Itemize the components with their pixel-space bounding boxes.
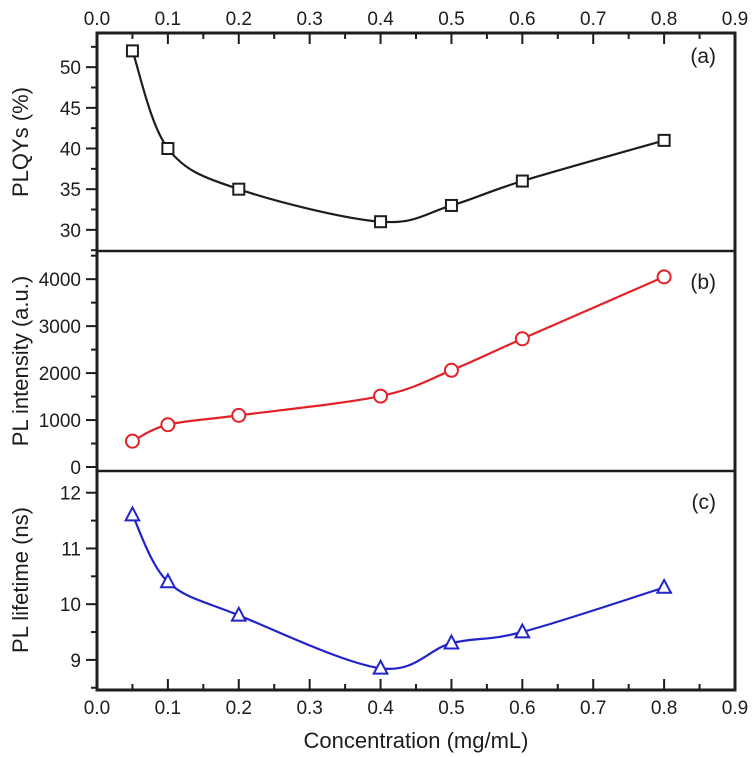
data-point-square bbox=[515, 174, 529, 188]
data-point-triangle bbox=[655, 577, 673, 594]
x-tick-label-bottom: 0.7 bbox=[580, 698, 606, 719]
y-axis-title-c: PL lifetime (ns) bbox=[8, 507, 33, 653]
data-point-triangle bbox=[372, 658, 390, 675]
x-tick-label-top: 0.7 bbox=[580, 9, 606, 30]
outer-frame bbox=[95, 31, 737, 692]
x-tick-label-top: 0.0 bbox=[84, 9, 110, 30]
data-point-square bbox=[161, 142, 175, 156]
x-axis-title: Concentration (mg/mL) bbox=[304, 728, 529, 753]
data-point-triangle bbox=[513, 622, 531, 639]
data-point-square bbox=[374, 215, 388, 229]
y-tick-label: 4000 bbox=[39, 270, 81, 291]
data-point-square bbox=[232, 182, 246, 196]
x-tick-label-bottom: 0.5 bbox=[438, 698, 464, 719]
data-point-triangle bbox=[230, 605, 248, 622]
y-tick-label: 0 bbox=[70, 458, 81, 479]
data-point-circle bbox=[160, 417, 176, 433]
x-tick-label-bottom: 0.4 bbox=[367, 698, 394, 719]
data-point-square bbox=[657, 133, 671, 147]
series-line bbox=[131, 275, 666, 443]
y-tick-label: 35 bbox=[60, 180, 81, 201]
x-tick-label-bottom: 0.3 bbox=[296, 698, 322, 719]
series-line bbox=[131, 513, 666, 670]
data-point-circle bbox=[231, 407, 247, 423]
series-b bbox=[124, 269, 672, 449]
x-tick-label-top: 0.1 bbox=[155, 9, 181, 30]
y-tick-label: 50 bbox=[60, 58, 81, 79]
series-line bbox=[131, 49, 666, 224]
y-tick-label: 40 bbox=[60, 140, 81, 161]
data-point-circle bbox=[656, 269, 672, 285]
x-tick-label-top: 0.6 bbox=[509, 9, 535, 30]
x-tick-label-bottom: 0.6 bbox=[509, 698, 535, 719]
data-point-triangle bbox=[123, 505, 141, 522]
y-tick-label: 30 bbox=[60, 221, 81, 242]
axis-ticks bbox=[86, 33, 736, 690]
data-point-circle bbox=[514, 331, 530, 347]
y-axis-title-a: PLQYs (%) bbox=[8, 87, 33, 197]
y-tick-label: 12 bbox=[60, 484, 81, 505]
series-a bbox=[125, 44, 671, 229]
y-axis-title-b: PL intensity (a.u.) bbox=[8, 276, 33, 446]
x-tick-label-top: 0.2 bbox=[226, 9, 252, 30]
data-point-square bbox=[125, 44, 139, 58]
y-tick-label: 2000 bbox=[39, 364, 81, 385]
panel-label-c: (c) bbox=[692, 491, 717, 514]
series-c bbox=[123, 505, 673, 675]
x-tick-label-top: 0.5 bbox=[438, 9, 464, 30]
x-tick-label-top: 0.3 bbox=[296, 9, 322, 30]
y-tick-label: 1000 bbox=[39, 411, 81, 432]
x-tick-label-top: 0.8 bbox=[651, 9, 677, 30]
data-point-circle bbox=[373, 388, 389, 404]
tick-labels: 0.0 0.0 0.1 0.1 0.2 0.2 0.3 0.3 0.4 0.4 0.5 0.5 0.6 0… bbox=[39, 9, 748, 719]
x-tick-label-bottom: 0.9 bbox=[722, 698, 748, 719]
plot-frame bbox=[95, 31, 737, 692]
data-point-circle bbox=[124, 433, 140, 449]
data-point-circle bbox=[443, 362, 459, 378]
x-tick-label-top: 0.4 bbox=[367, 9, 394, 30]
data-point-triangle bbox=[159, 572, 177, 589]
data-point-triangle bbox=[442, 633, 460, 650]
panel-label-b: (b) bbox=[690, 271, 716, 294]
x-tick-label-bottom: 0.1 bbox=[155, 698, 181, 719]
data-point-square bbox=[444, 198, 458, 212]
x-tick-label-top: 0.9 bbox=[722, 9, 748, 30]
y-tick-label: 9 bbox=[70, 651, 81, 672]
y-tick-label: 45 bbox=[60, 99, 81, 120]
y-tick-label: 3000 bbox=[39, 317, 81, 338]
data-series bbox=[123, 44, 673, 675]
x-tick-label-bottom: 0.0 bbox=[84, 698, 110, 719]
x-tick-label-bottom: 0.2 bbox=[226, 698, 252, 719]
y-tick-label: 11 bbox=[61, 539, 81, 560]
panel-label-a: (a) bbox=[690, 45, 716, 68]
x-tick-label-bottom: 0.8 bbox=[651, 698, 677, 719]
y-tick-label: 10 bbox=[60, 595, 81, 616]
